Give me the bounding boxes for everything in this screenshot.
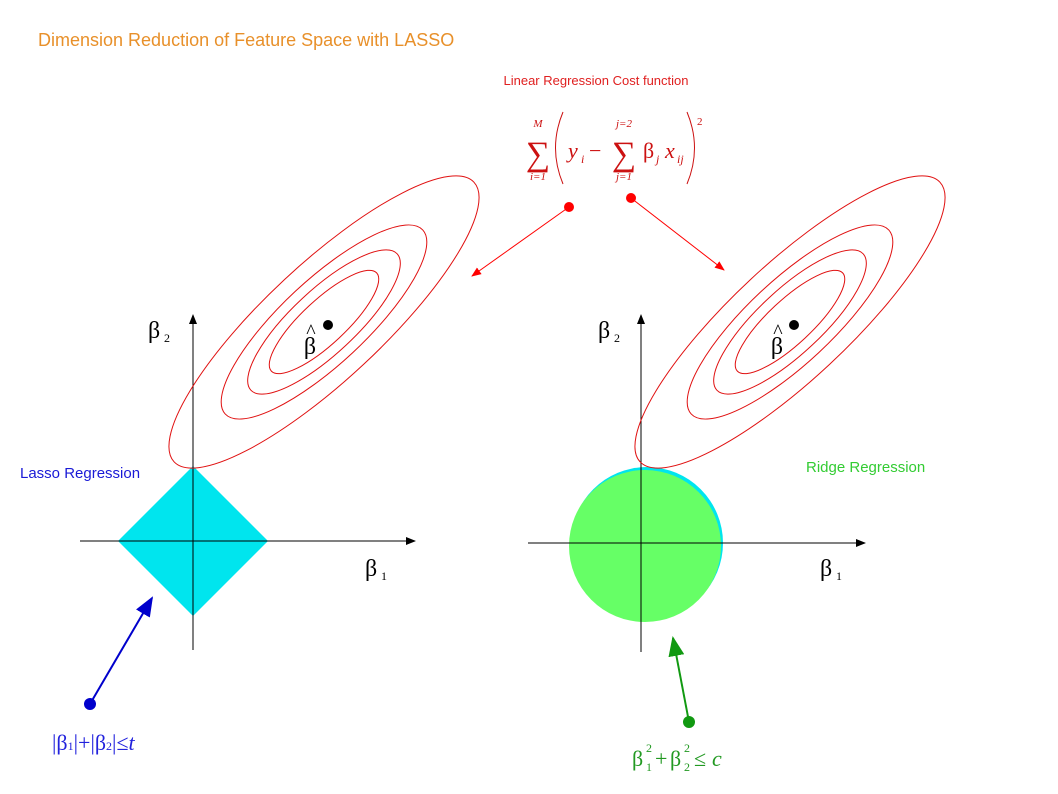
bar: | xyxy=(112,730,116,755)
estimate: β xyxy=(771,334,783,360)
leq: ≤ xyxy=(694,746,706,771)
leq: ≤ xyxy=(116,730,128,755)
axis-y-sub: 2 xyxy=(164,331,170,345)
bar: | xyxy=(90,730,94,755)
outer-lower: i=1 xyxy=(530,171,546,183)
minus: − xyxy=(589,138,601,163)
power: 2 xyxy=(684,741,690,755)
bar: | xyxy=(74,730,78,755)
power: 2 xyxy=(697,116,703,128)
x: x xyxy=(664,138,675,163)
ridge-region xyxy=(569,470,721,622)
y-sub: i xyxy=(581,152,584,166)
y: y xyxy=(566,138,578,163)
ridge-panel: ^ β β 2 β 1 Ridge Regression β 1 2 + β 2… xyxy=(528,175,946,774)
arrow xyxy=(668,636,690,723)
bar: | xyxy=(52,730,56,755)
arrow xyxy=(630,197,725,271)
hat: ^ xyxy=(773,321,783,343)
sub: 2 xyxy=(106,739,112,753)
dot xyxy=(323,320,333,330)
axis-y-sub: 2 xyxy=(614,331,620,345)
contours xyxy=(168,175,480,469)
formula: M ∑ i=1 y i − j=2 ∑ j=1 β j x ij 2 xyxy=(526,111,703,185)
inner-lower: j=1 xyxy=(614,171,632,183)
axis-x: β xyxy=(365,556,377,582)
paren xyxy=(686,111,695,185)
axis-x-sub: 1 xyxy=(381,569,387,583)
outer-sum: ∑ xyxy=(526,136,550,173)
hat: ^ xyxy=(306,321,316,343)
inner-sum: ∑ xyxy=(612,136,636,173)
sub: 1 xyxy=(68,739,74,753)
sub: 2 xyxy=(684,760,690,774)
x-sub: ij xyxy=(677,152,684,166)
beta: β xyxy=(95,730,106,755)
beta: β xyxy=(670,746,681,771)
ridge-constraint: β 1 2 + β 2 2 ≤ c xyxy=(632,741,722,774)
beta: β xyxy=(632,746,643,771)
beta: β xyxy=(56,730,67,755)
arrow xyxy=(89,596,154,705)
lasso-constraint: |β1|+|β2|≤t xyxy=(52,730,136,755)
ridge-label: Ridge Regression xyxy=(806,459,925,476)
beta-sub: j xyxy=(654,152,660,166)
dot xyxy=(789,320,799,330)
sub: 1 xyxy=(646,760,652,774)
lasso-label: Lasso Regression xyxy=(20,465,140,482)
power: 2 xyxy=(646,741,652,755)
beta: β xyxy=(643,138,654,163)
plus: + xyxy=(78,730,90,755)
contours xyxy=(634,175,946,469)
arrow xyxy=(471,206,570,277)
bound: t xyxy=(129,730,136,755)
lasso-panel: ^ β β 2 β 1 Lasso Regression |β1|+|β2|≤t xyxy=(20,175,480,755)
bound: c xyxy=(712,746,722,771)
outer-upper: M xyxy=(532,118,543,130)
axis-x-sub: 1 xyxy=(836,569,842,583)
paren xyxy=(555,111,564,185)
cost-label: Linear Regression Cost function xyxy=(504,73,689,88)
inner-upper: j=2 xyxy=(614,118,632,130)
plus: + xyxy=(655,746,667,771)
title: Dimension Reduction of Feature Space wit… xyxy=(38,30,454,50)
axis-y: β xyxy=(148,318,160,344)
axis-x: β xyxy=(820,556,832,582)
estimate: β xyxy=(304,334,316,360)
axis-y: β xyxy=(598,318,610,344)
